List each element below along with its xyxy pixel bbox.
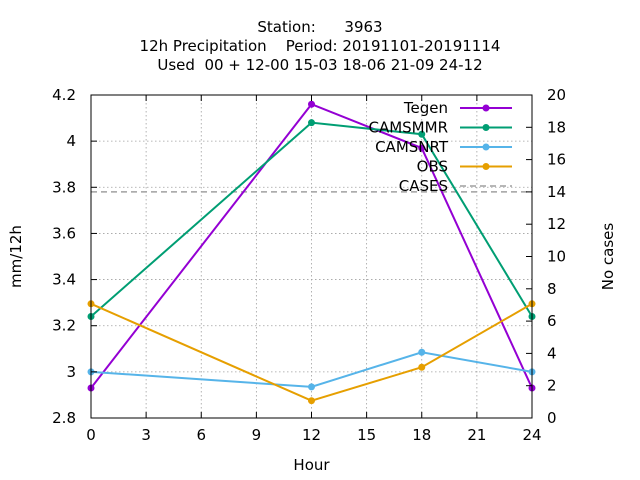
y2-tick-label: 0 — [547, 409, 557, 427]
y2-tick-label: 10 — [547, 248, 566, 266]
title-line: 12h Precipitation Period: 20191101-20191… — [140, 37, 501, 55]
y2-tick-label: 16 — [547, 151, 566, 169]
y2-tick-label: 20 — [547, 86, 566, 104]
x-tick-label: 0 — [86, 426, 96, 444]
y2-tick-label: 6 — [547, 312, 557, 330]
series-line-camsnrt — [90, 351, 533, 388]
data-point-camsnrt — [308, 383, 315, 391]
y-axis-label: mm/12h — [7, 225, 25, 288]
legend-label: Tegen — [403, 99, 448, 117]
series-line-tegen — [90, 103, 533, 389]
series-line-camsmmr — [90, 121, 533, 318]
y-tick-label: 3.4 — [52, 271, 76, 289]
y-tick-label: 3.8 — [52, 178, 76, 196]
title-line: Station: 3963 — [257, 18, 382, 36]
legend-label: CAMSMMR — [368, 119, 448, 137]
axis-ticks: 0 3 6 9 12 15 18 21 242.833.23.43.63.844.2024681… — [52, 86, 566, 444]
x-tick-label: 9 — [252, 426, 262, 444]
grid-lines — [91, 95, 532, 418]
data-point-camsmmr — [418, 130, 426, 138]
y2-tick-label: 18 — [547, 118, 566, 136]
y-tick-label: 4.2 — [52, 86, 76, 104]
data-point-camsnrt — [418, 348, 426, 356]
y2-tick-label: 8 — [547, 280, 557, 298]
x-tick-label: 18 — [412, 426, 431, 444]
data-point-obs — [308, 397, 315, 405]
y2-tick-label: 2 — [547, 377, 557, 395]
series-layer — [87, 100, 536, 405]
y2-tick-label: 12 — [547, 215, 566, 233]
x-tick-label: 12 — [302, 426, 321, 444]
data-point-camsmmr — [308, 119, 315, 127]
data-point-tegen — [418, 144, 426, 152]
y-tick-label: 3 — [66, 363, 76, 381]
y-tick-label: 3.2 — [52, 317, 76, 335]
legend-label: OBS — [417, 158, 448, 176]
data-point-obs — [418, 363, 426, 371]
y-tick-label: 3.6 — [52, 224, 76, 242]
x-tick-label: 3 — [141, 426, 151, 444]
legend-marker — [482, 124, 490, 131]
data-point-tegen — [308, 100, 315, 108]
legend-marker — [482, 163, 490, 170]
y-tick-label: 2.8 — [52, 409, 76, 427]
x-tick-label: 15 — [357, 426, 376, 444]
legend-label: CASES — [399, 177, 448, 195]
legend-marker — [482, 143, 490, 151]
y2-tick-label: 14 — [547, 183, 566, 201]
x-tick-label: 6 — [196, 426, 206, 444]
series-line-obs — [90, 302, 533, 402]
y2-tick-label: 4 — [547, 344, 557, 362]
x-tick-label: 21 — [467, 426, 486, 444]
x-axis-label: Hour — [293, 456, 330, 474]
y2-axis-label: No cases — [599, 223, 617, 291]
title-line: Used 00 + 12-00 15-03 18-06 21-09 24-12 — [157, 56, 482, 74]
legend-label: CAMSNRT — [375, 138, 449, 156]
x-tick-label: 24 — [522, 426, 541, 444]
legend-marker — [482, 104, 490, 112]
y-tick-label: 4 — [66, 132, 76, 150]
